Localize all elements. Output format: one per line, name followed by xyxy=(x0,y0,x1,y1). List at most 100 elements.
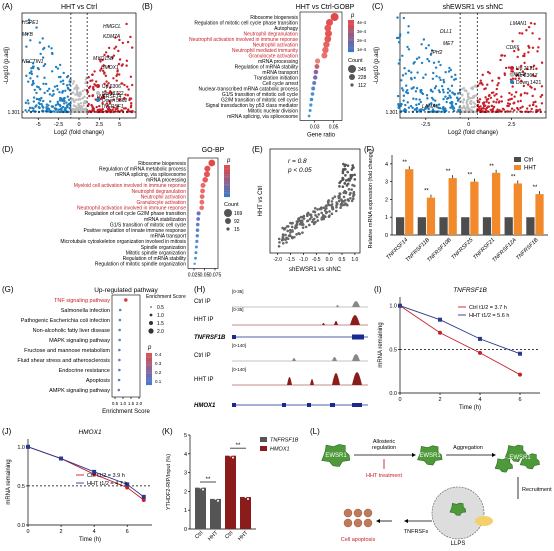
volcano-point xyxy=(479,81,483,85)
scatter-point xyxy=(351,195,355,198)
size-legend-label: 1.0 xyxy=(157,313,164,319)
volcano-point xyxy=(409,76,413,80)
apoptotic-cell xyxy=(363,508,373,518)
volcano-point xyxy=(449,101,452,105)
volcano-point xyxy=(79,102,83,105)
y-tick-label: 3 xyxy=(184,471,187,477)
volcano-point xyxy=(519,64,523,68)
volcano-point xyxy=(414,90,418,93)
volcano-point xyxy=(74,86,77,89)
volcano-point xyxy=(61,91,64,94)
volcano-point xyxy=(395,36,399,40)
panel-k: (K) 0 1 2 3 4 5 YTHDF2-RIP/Input (%) Ctrl HHT Ctrl… xyxy=(160,425,308,551)
go-term-label: mRNA processing xyxy=(146,178,186,184)
ewsr1-protein xyxy=(417,445,443,466)
volcano-point xyxy=(433,110,436,114)
decay-curve-i: (I) TNFRSF1B 0.0 0.5 1.0 0 2 4 6 Time (h) mRNA rem… xyxy=(374,285,540,411)
volcano-point xyxy=(39,52,42,56)
volcano-point xyxy=(439,78,442,82)
volcano-point xyxy=(101,101,104,105)
volcano-point xyxy=(514,91,518,94)
volcano-point xyxy=(42,106,45,109)
volcano-point xyxy=(37,67,40,71)
scatter-point xyxy=(301,223,305,226)
volcano-point xyxy=(103,72,106,75)
colorbar-step xyxy=(348,32,354,35)
volcano-point xyxy=(520,110,524,114)
volcano-point xyxy=(117,49,120,53)
panel-letter: (K) xyxy=(162,427,173,436)
llps-label: LLPS xyxy=(451,541,466,547)
volcano-point xyxy=(56,67,60,70)
volcano-point xyxy=(473,110,477,113)
significance-label: ** xyxy=(206,477,211,483)
volcano-point xyxy=(479,105,482,108)
y-tick-label: 4 xyxy=(184,452,187,458)
volcano-point xyxy=(479,79,482,82)
volcano-point xyxy=(415,57,419,61)
go-term-label: Neutrophil activation involved in immune… xyxy=(189,37,298,43)
y-tick-label: 1 xyxy=(385,215,388,221)
volcano-point xyxy=(487,94,491,98)
scatter-point xyxy=(341,171,345,175)
decay-point xyxy=(518,351,522,356)
volcano-point xyxy=(526,83,530,86)
colorbar-step xyxy=(348,20,354,22)
x-tick-label: HHT xyxy=(237,530,250,543)
pathway-dot xyxy=(118,318,122,322)
go-bubble xyxy=(199,205,204,211)
volcano-point xyxy=(469,110,472,113)
volcano-point xyxy=(108,90,112,93)
ewsr1-label: EWSR1 xyxy=(509,455,531,461)
scatter-point xyxy=(337,194,340,198)
volcano-point xyxy=(397,106,400,109)
volcano-point xyxy=(66,74,70,78)
go-term-label: mRNA transport xyxy=(150,234,186,240)
volcano-point xyxy=(107,65,111,68)
legend-title: Count xyxy=(224,202,239,208)
colorbar-tick: 0.1 xyxy=(155,379,162,384)
volcano-point xyxy=(103,53,106,57)
volcano-point xyxy=(520,79,523,82)
go-bubble xyxy=(194,256,197,260)
volcano-point xyxy=(89,79,92,83)
volcano-point xyxy=(27,60,31,64)
volcano-point xyxy=(513,95,516,98)
y-tick-label: 1.301 xyxy=(385,110,398,116)
volcano-point xyxy=(489,96,493,99)
volcano-point xyxy=(31,79,35,83)
colorbar-step xyxy=(348,50,354,53)
volcano-point xyxy=(500,95,503,98)
volcano-point xyxy=(517,77,521,80)
volcano-point xyxy=(506,102,510,105)
volcano-point xyxy=(62,71,65,75)
volcano-point xyxy=(46,89,49,93)
replicate-point xyxy=(247,498,249,501)
colorbar-step xyxy=(146,367,152,370)
exon xyxy=(232,403,236,407)
scatter-point xyxy=(328,210,331,213)
x-tick-label: -2.5 xyxy=(421,122,430,128)
volcano-point xyxy=(52,93,55,96)
gene-label: HMGCL xyxy=(103,24,121,30)
gene-label: MET xyxy=(443,41,455,47)
scatter-point xyxy=(297,217,301,221)
volcano-point xyxy=(101,58,104,62)
bar-hht xyxy=(491,172,501,235)
volcano-point xyxy=(507,66,511,69)
volcano-point xyxy=(110,91,113,95)
volcano-point xyxy=(82,104,85,107)
volcano-point xyxy=(434,85,438,88)
legend-label: Ctrl t1/2 = 3.9 h xyxy=(87,473,125,479)
volcano-point xyxy=(504,66,508,70)
go-bubble xyxy=(321,52,328,59)
volcano-point xyxy=(58,99,62,102)
volcano-point xyxy=(29,39,32,42)
pathway-label: Pathogenic Escherichia coli infection xyxy=(21,318,110,324)
volcano-point xyxy=(409,104,413,108)
volcano-point xyxy=(404,84,408,87)
go-bubble xyxy=(208,159,216,167)
replicate-point xyxy=(232,456,234,459)
volcano-point xyxy=(510,93,513,96)
pathway-label: Salmonella infection xyxy=(61,308,110,314)
